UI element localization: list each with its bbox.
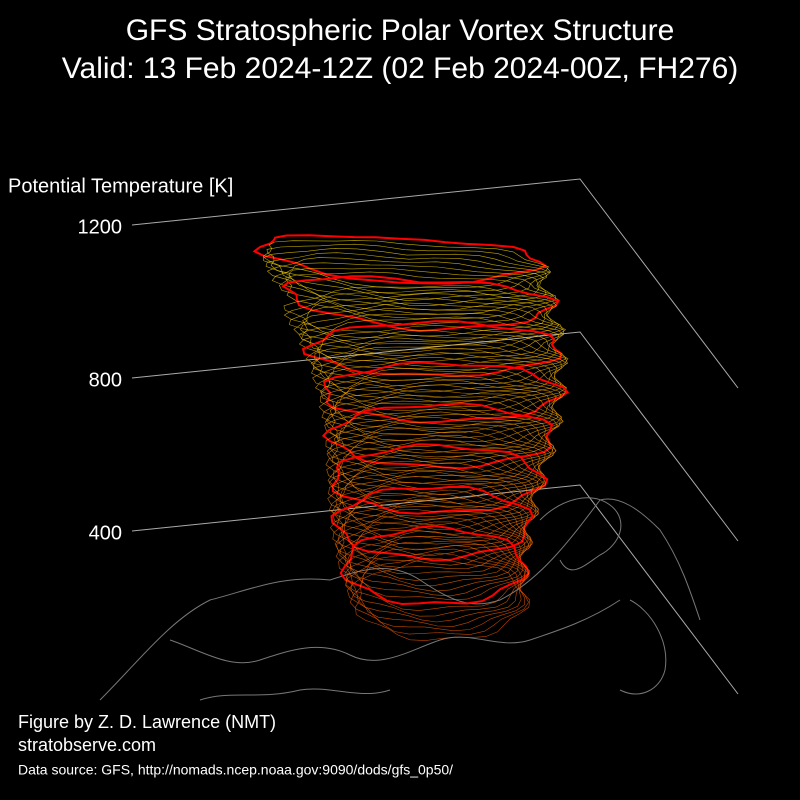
vortex-contour — [320, 372, 562, 434]
grid-line — [131, 178, 739, 389]
vortex-contour — [338, 521, 527, 601]
vortex-contour — [332, 449, 547, 520]
z-tick-label: 800 — [89, 369, 122, 391]
grid-line — [131, 331, 739, 542]
coastline — [539, 497, 622, 571]
vortex-contour — [315, 352, 567, 412]
vortex-contour-major — [339, 524, 530, 606]
vortex-contour — [339, 503, 534, 581]
vortex-contour — [334, 498, 533, 575]
vortex-contour — [335, 517, 526, 597]
vortex-contour — [288, 293, 560, 346]
vortex-contour — [327, 462, 536, 535]
credit: Figure by Z. D. Lawrence (NMT) — [18, 712, 276, 732]
vortex-contour — [329, 389, 564, 454]
chart-title: GFS Stratospheric Polar Vortex Structure — [126, 14, 675, 47]
coastline — [619, 599, 667, 695]
vortex-contour — [331, 416, 557, 484]
vortex-contour — [320, 357, 567, 417]
vortex-contour — [305, 324, 567, 381]
vortex-contour — [325, 430, 546, 500]
data-source: Data source: GFS, http://nomads.ncep.noa… — [18, 762, 453, 778]
z-tick-label: 1200 — [78, 216, 123, 238]
vortex-contour — [326, 427, 552, 495]
vortex-contour-major — [330, 485, 534, 562]
vortex-contour — [321, 379, 562, 442]
vortex-contour — [266, 243, 552, 296]
vortex-contour — [314, 335, 568, 393]
vortex-contour — [331, 482, 537, 556]
coastline — [99, 498, 701, 701]
chart-subtitle: Valid: 13 Feb 2024-12Z (02 Feb 2024-00Z,… — [62, 52, 739, 85]
website: stratobserve.com — [18, 735, 156, 755]
vortex-contour — [265, 252, 548, 306]
vortex-contour — [312, 348, 562, 408]
vortex-contour — [325, 407, 555, 473]
vortex-contour-major — [322, 361, 570, 424]
vortex-contour — [326, 434, 545, 504]
axis-grid — [131, 178, 739, 695]
vortex-contour — [285, 271, 560, 326]
coastlines — [99, 497, 701, 701]
vortex-contour — [263, 240, 549, 289]
vortex-contour-major — [331, 443, 549, 515]
vortex-contour — [355, 558, 531, 641]
vortex-contour — [328, 454, 544, 526]
vortex-contour — [344, 541, 529, 623]
z-axis-label: Potential Temperature [K] — [8, 175, 233, 197]
coastline — [199, 688, 391, 701]
vortex-contour — [349, 552, 529, 635]
vortex — [252, 234, 570, 641]
vortex-contour — [271, 262, 554, 315]
vortex-contour — [332, 493, 532, 570]
vortex-contour — [319, 367, 566, 429]
vortex-contour-major — [321, 402, 554, 470]
vortex-contour — [298, 313, 564, 368]
vortex-contour — [283, 288, 554, 342]
vortex-contour — [326, 411, 557, 478]
vortex-contour — [278, 268, 556, 319]
vortex-contour — [337, 509, 531, 587]
vortex-contour — [345, 545, 525, 627]
grid-line — [131, 484, 739, 695]
vortex-contour-major — [301, 320, 563, 377]
vortex-contour — [328, 458, 539, 530]
vortex-contour — [300, 308, 565, 362]
vortex-contour — [335, 476, 540, 551]
vortex-contour — [325, 384, 563, 448]
vortex-contour — [346, 548, 525, 632]
z-tick-label: 400 — [89, 522, 122, 544]
vortex-contour — [266, 257, 547, 311]
vortex-contour — [301, 302, 567, 357]
vortex-contour — [311, 344, 562, 403]
vortex-contour — [345, 530, 531, 611]
coastline — [169, 599, 621, 664]
